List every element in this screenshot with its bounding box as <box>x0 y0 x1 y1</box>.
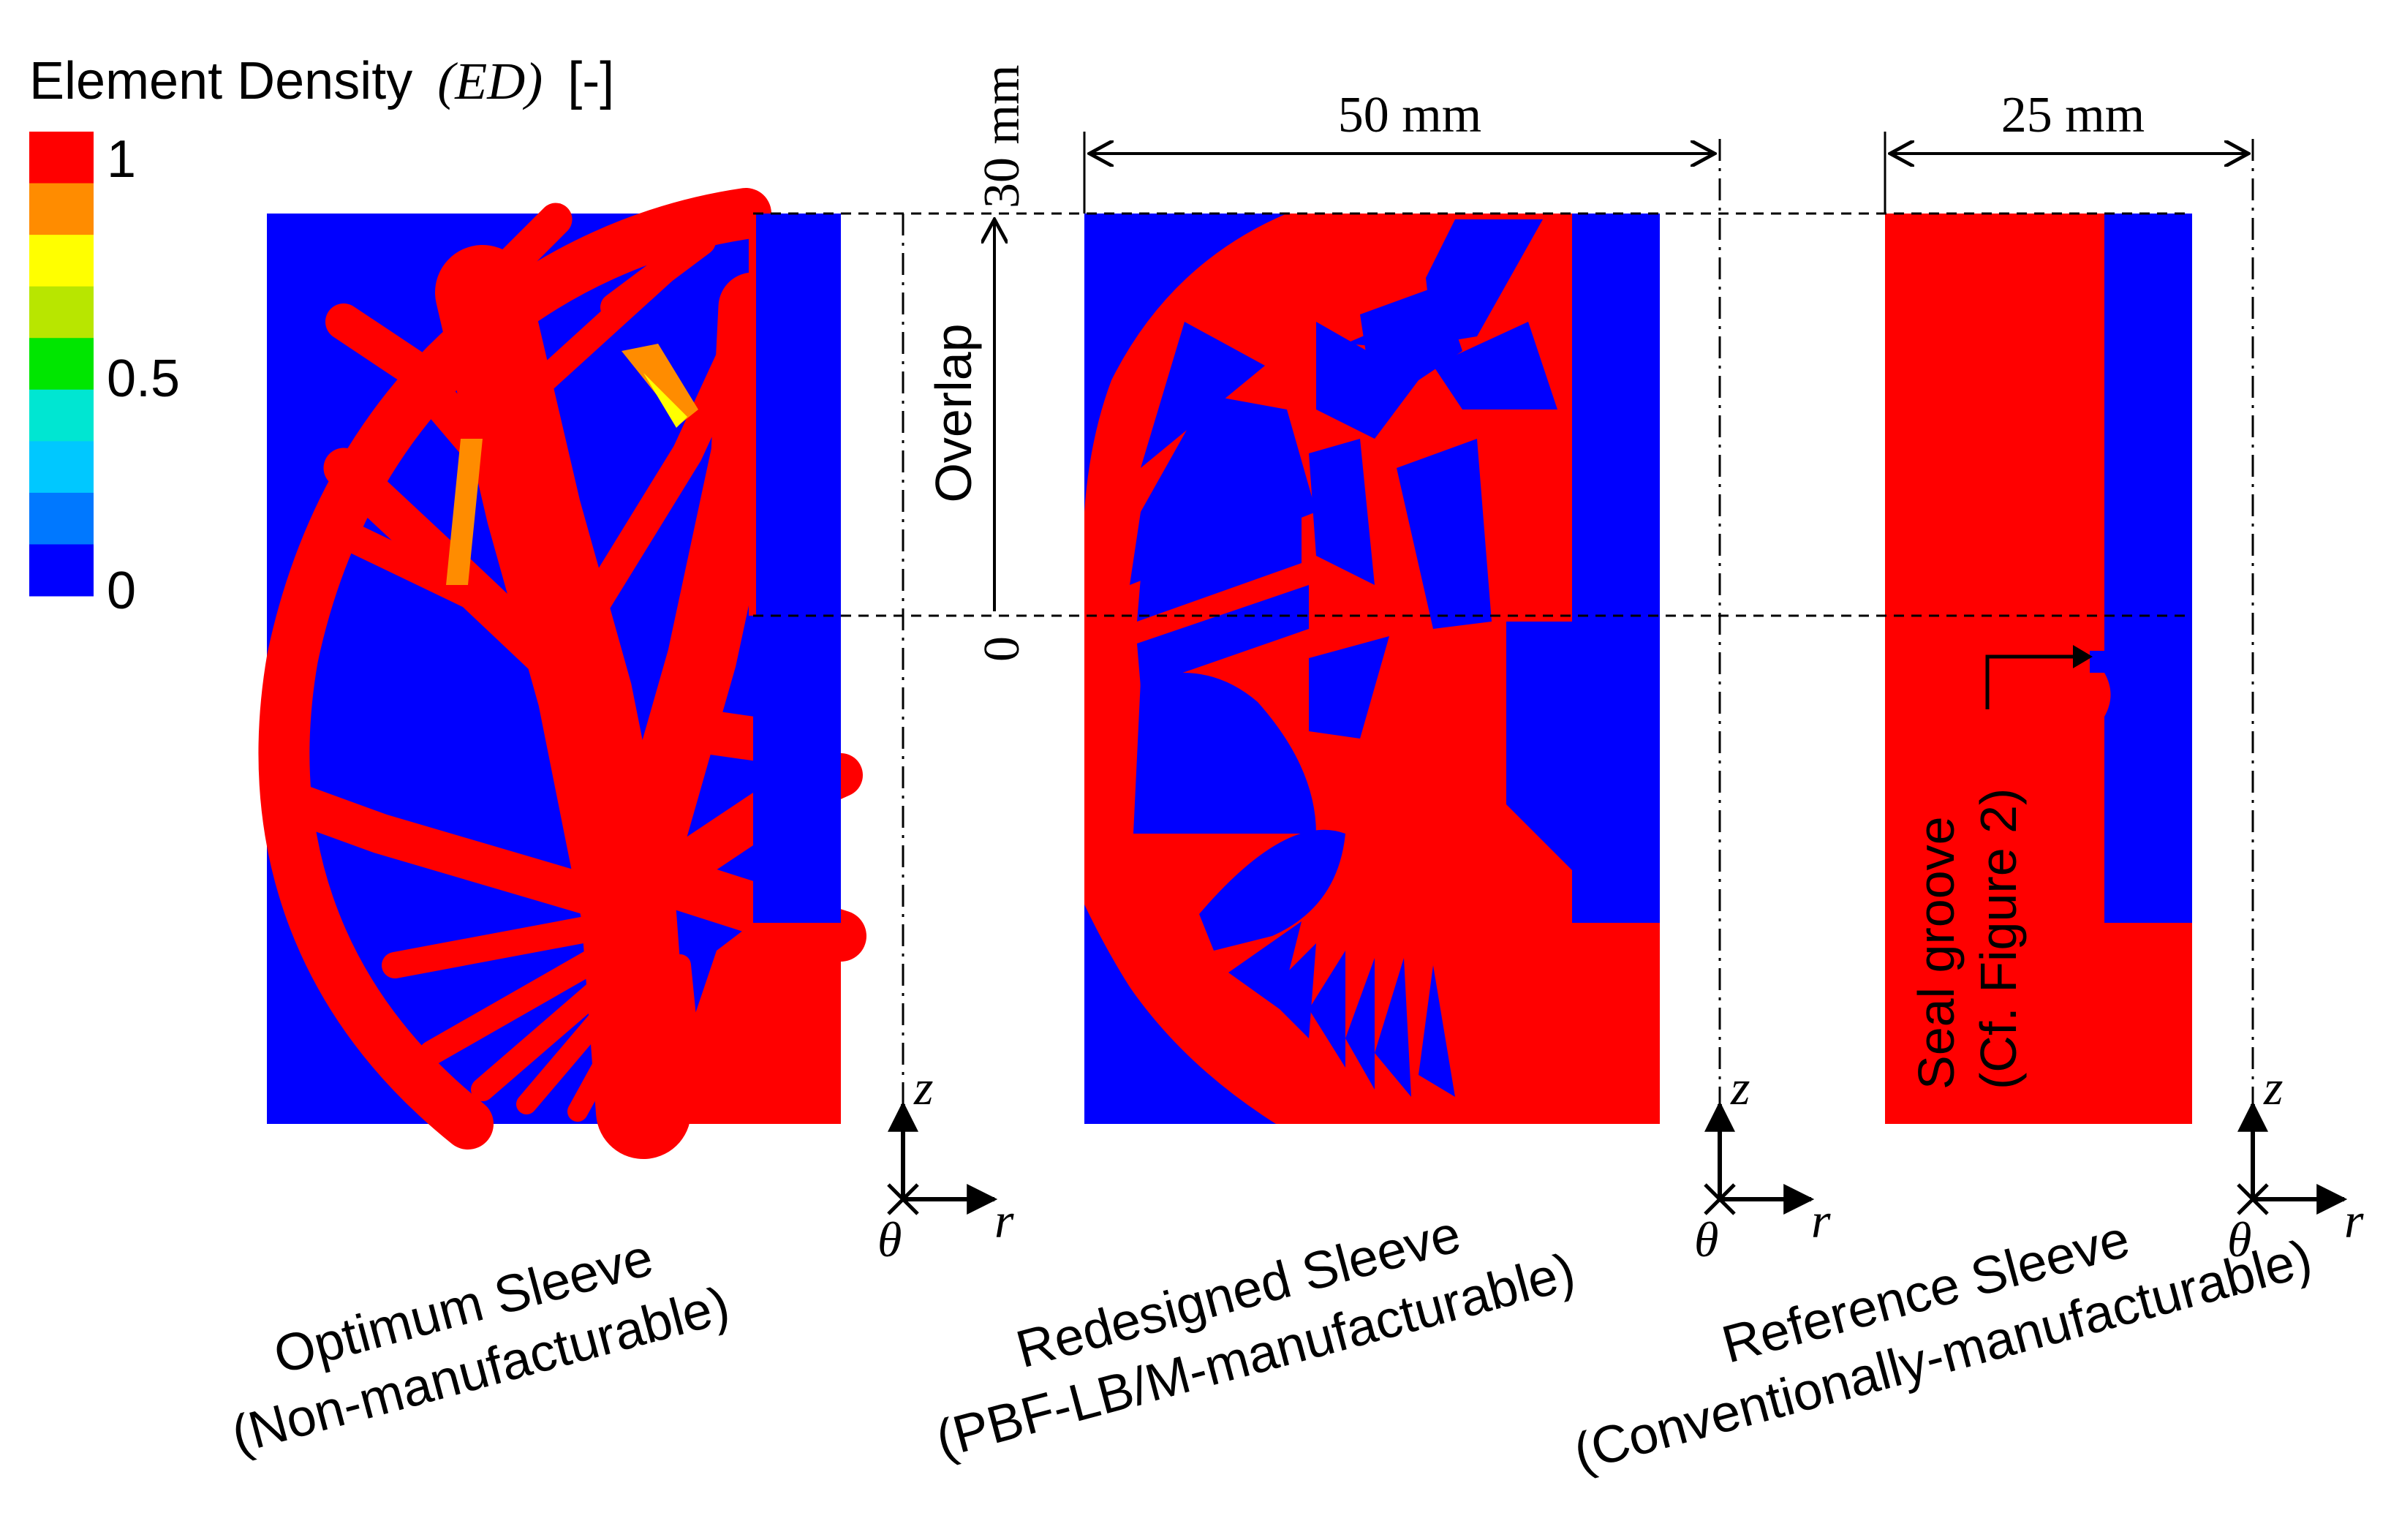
legend-tick-1: 1 <box>107 130 136 189</box>
r-axis-label: r <box>1811 1193 1831 1248</box>
seal-groove-label: Seal groove <box>1908 816 1965 1090</box>
legend-band <box>29 183 94 235</box>
r-axis-label: r <box>2344 1193 2364 1248</box>
theta-axis-label: θ <box>2227 1212 2251 1267</box>
redesigned-sleeve-panel <box>1084 214 1660 1124</box>
r-axis-label: r <box>994 1193 1014 1248</box>
redesigned-void-column <box>1572 214 1660 923</box>
theta-axis-label: θ <box>877 1212 902 1267</box>
legend-tick-0-5: 0.5 <box>107 350 180 408</box>
theta-into-page-icon <box>887 1183 919 1215</box>
legend-unit: [-] <box>567 52 614 110</box>
optimum-caption: Optimum Sleeve (Non-manufacturable) <box>226 1228 736 1465</box>
legend-band <box>29 389 94 442</box>
height-label-0: 0 <box>974 636 1030 662</box>
coordinate-system-1: z r θ <box>877 1060 1014 1267</box>
legend-title: Element Density <box>29 52 412 110</box>
coordinate-system-2: z r θ <box>1694 1060 1831 1267</box>
seal-groove-arrowhead <box>2073 645 2093 668</box>
overlap-label: Overlap <box>925 323 982 502</box>
dimension-annotations: 50 mm 25 mm 30 mm 0 Overlap <box>925 65 2248 662</box>
legend-band <box>29 492 94 545</box>
optimum-strut-network <box>258 188 866 1159</box>
optimum-bottom-block <box>658 923 841 1124</box>
axis-centerlines <box>902 139 2254 1124</box>
legend-band <box>29 338 94 390</box>
height-label-30mm: 30 mm <box>974 65 1030 208</box>
svg-text:Element Density (ED): Element Density (ED) [-] <box>29 52 614 110</box>
legend-band <box>29 286 94 339</box>
legend-band <box>29 132 94 184</box>
z-axis-label: z <box>1730 1060 1750 1115</box>
reference-void-column <box>2090 214 2192 923</box>
optimum-sleeve-panel <box>258 188 866 1159</box>
theta-axis-label: θ <box>1694 1212 1718 1267</box>
legend-band <box>29 544 94 597</box>
coordinate-system-3: z r θ <box>2227 1060 2364 1267</box>
legend-symbol: (ED) <box>437 52 543 110</box>
legend-band <box>29 441 94 494</box>
reference-sleeve-panel <box>1885 214 2192 1124</box>
width-label-25mm: 25 mm <box>2001 87 2145 143</box>
overlap-guide-lines <box>753 212 2192 617</box>
z-axis-label: z <box>2263 1060 2283 1115</box>
reference-caption: Reference Sleeve (Conventionally-manufac… <box>1568 1209 2318 1482</box>
legend-color-bar <box>29 132 94 597</box>
redesigned-holes <box>1084 214 1572 1124</box>
optimum-intermediate-strip <box>446 439 483 585</box>
color-legend: Element Density (ED) [-] 1 0.5 0 <box>29 52 614 620</box>
legend-tick-0: 0 <box>107 562 136 620</box>
seal-groove-annotation: Seal groove (Cf. Figure 2) <box>1908 645 2093 1090</box>
optimum-void-column <box>753 214 841 923</box>
width-label-50mm: 50 mm <box>1338 87 1481 143</box>
z-axis-label: z <box>913 1060 933 1115</box>
legend-band <box>29 235 94 287</box>
theta-into-page-icon <box>2237 1183 2269 1215</box>
theta-into-page-icon <box>1704 1183 1736 1215</box>
seal-groove-reference: (Cf. Figure 2) <box>1970 788 2027 1090</box>
